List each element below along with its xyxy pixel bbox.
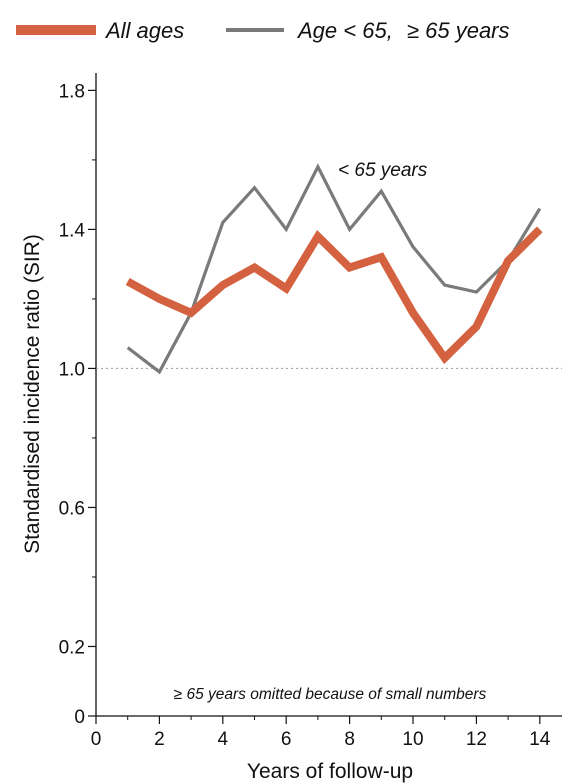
x-tick-label-8: 8 [344,729,355,750]
annotation-under-65: < 65 years [338,160,428,181]
x-tick-label-6: 6 [281,729,292,750]
x-tick-label-0: 0 [91,729,102,750]
x-tick-label-12: 12 [466,729,487,750]
legend-label-under-65: Age < 65, ≥ 65 years [296,18,510,43]
x-tick-label-4: 4 [218,729,229,750]
annotation-omitted-note: ≥ 65 years omitted because of small numb… [174,686,487,703]
y-tick-label-0.2: 0.2 [59,637,85,658]
y-tick-label-1.4: 1.4 [59,220,86,241]
y-tick-label-0: 0 [74,707,85,728]
legend-label-under-65-main: Age < 65, [296,18,393,43]
x-tick-label-2: 2 [154,729,165,750]
series-line-all [125,226,543,365]
x-tick-label-14: 14 [529,729,551,750]
y-tick-label-1: 1.0 [59,359,85,380]
axes [95,73,562,717]
legend-label-all-ages: All ages [104,18,184,43]
y-tick-label-0.6: 0.6 [59,498,85,519]
legend: All ages Age < 65, ≥ 65 years [16,18,510,43]
series-group [125,163,543,375]
x-tick-label-10: 10 [402,729,423,750]
y-axis-title: Standardised incidence ratio (SIR) [21,234,44,554]
y-tick-label-1.8: 1.8 [59,81,85,102]
legend-label-over-65: ≥ 65 years [407,18,510,43]
series-line-under65 [126,163,542,375]
ticks: 0 2 4 6 8 10 12 14 0 0.2 0.6 1.0 1.4 1.8 [59,81,551,750]
x-axis-title: Years of follow-up [247,760,413,783]
